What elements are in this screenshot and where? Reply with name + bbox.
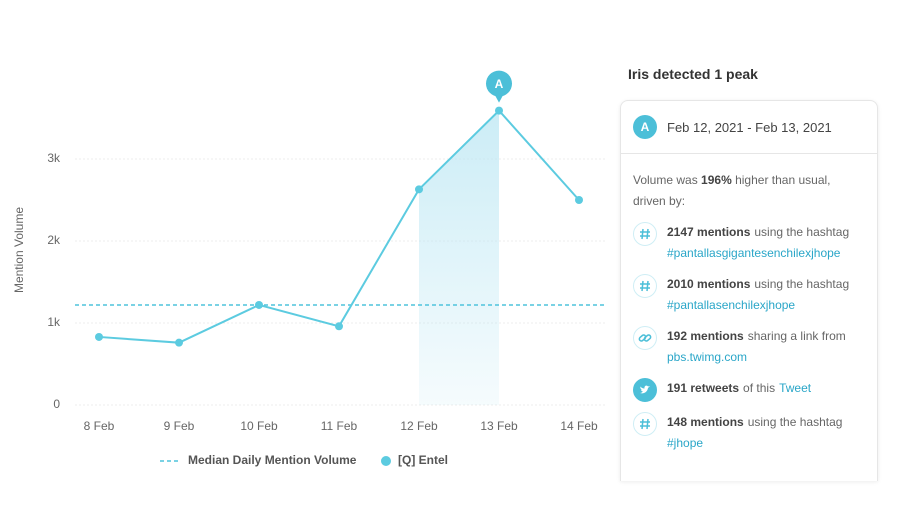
driver-list: 2147 mentions using the hashtag #pantallas… [621, 218, 877, 460]
driver-count: 148 mentions [667, 415, 744, 429]
data-point [175, 338, 183, 347]
driver-desc: using the hashtag [747, 415, 843, 429]
driver-icon [633, 274, 657, 298]
hashtag-icon [640, 280, 650, 292]
driver-desc: using the hashtag [754, 225, 850, 239]
series-line [98, 109, 580, 344]
panel-title: Iris detected 1 peak [628, 66, 758, 82]
x-tick-label: 10 Feb [240, 419, 278, 433]
peak-panel: A Feb 12, 2021 - Feb 13, 2021 Volume was… [620, 100, 878, 481]
driver-count: 191 retweets [667, 381, 740, 395]
legend-label: [Q] Entel [398, 453, 448, 467]
driver-item: 2010 mentions using the hashtag #pantallas… [621, 270, 877, 322]
driver-item: 2147 mentions using the hashtag #pantallas… [621, 218, 877, 270]
twitter-icon [640, 385, 650, 394]
x-tick-label: 13 Feb [480, 419, 518, 433]
driver-icon [633, 412, 657, 436]
driver-link[interactable]: #pantallasgigantesenchilexjhope [667, 246, 841, 260]
driver-item: 191 retweets of this Tweet [621, 374, 877, 408]
data-point [255, 300, 263, 309]
y-tick-label: 3k [47, 151, 61, 165]
x-tick-label: 9 Feb [164, 419, 195, 433]
driver-text: 2147 mentions using the hashtag #pantallas… [667, 222, 859, 264]
legend-label: Median Daily Mention Volume [188, 453, 357, 467]
x-tick-label: 11 Feb [321, 419, 358, 433]
peak-dates: Feb 12, 2021 - Feb 13, 2021 [667, 119, 832, 135]
y-tick-label: 0 [53, 397, 60, 411]
driver-link[interactable]: Tweet [779, 381, 812, 395]
hashtag-icon [640, 418, 650, 430]
driver-icon [633, 378, 657, 402]
chart: Mention Volume 0 1k 2k 3k 8 Feb 9 Feb 10 Feb 11… [12, 70, 605, 467]
driver-link[interactable]: pbs.twimg.com [667, 350, 748, 364]
y-axis-label: Mention Volume [12, 207, 26, 293]
summary-text: Volume was [633, 173, 698, 187]
data-point [575, 196, 583, 204]
data-point [415, 185, 423, 194]
driver-icon [633, 222, 657, 246]
driver-desc: of this [743, 381, 776, 395]
driver-text: 148 mentions using the hashtag #jhope [667, 412, 859, 454]
panel-header: A Feb 12, 2021 - Feb 13, 2021 [621, 101, 877, 154]
driver-desc: using the hashtag [754, 277, 850, 291]
peak-badge: A [633, 115, 657, 139]
data-point [95, 332, 103, 341]
driver-text: 2010 mentions using the hashtag #pantallas… [667, 274, 859, 316]
x-tick-label: 14 Feb [560, 419, 598, 433]
legend-swatch [381, 456, 391, 466]
data-point [335, 322, 343, 331]
driver-count: 192 mentions [667, 329, 744, 343]
peak-pin [486, 70, 512, 97]
link-icon [638, 334, 652, 342]
summary-percent: 196% [701, 173, 732, 187]
peak-label: A [495, 77, 504, 91]
driver-link[interactable]: #pantallasenchilexjhope [667, 298, 796, 312]
hashtag-icon [640, 228, 650, 240]
peak-area [419, 110, 499, 406]
driver-count: 2010 mentions [667, 277, 751, 291]
driver-count: 2147 mentions [667, 225, 751, 239]
y-tick-label: 2k [47, 233, 61, 247]
summary: Volume was 196% higher than usual, drive… [621, 154, 865, 218]
x-tick-label: 8 Feb [84, 419, 115, 433]
summary-text: higher than usual, driven by: [633, 173, 831, 208]
y-tick-label: 1k [47, 315, 61, 329]
driver-item: 192 mentions sharing a link from pbs.twimg… [621, 322, 877, 374]
driver-text: 191 retweets of this Tweet [667, 378, 859, 402]
x-tick-label: 12 Feb [400, 419, 438, 433]
data-point [495, 106, 503, 115]
driver-item: 148 mentions using the hashtag #jhope [621, 408, 877, 460]
driver-desc: sharing a link from [747, 329, 846, 343]
driver-link[interactable]: #jhope [667, 436, 704, 450]
driver-icon [633, 326, 657, 350]
driver-text: 192 mentions sharing a link from pbs.twimg… [667, 326, 859, 368]
